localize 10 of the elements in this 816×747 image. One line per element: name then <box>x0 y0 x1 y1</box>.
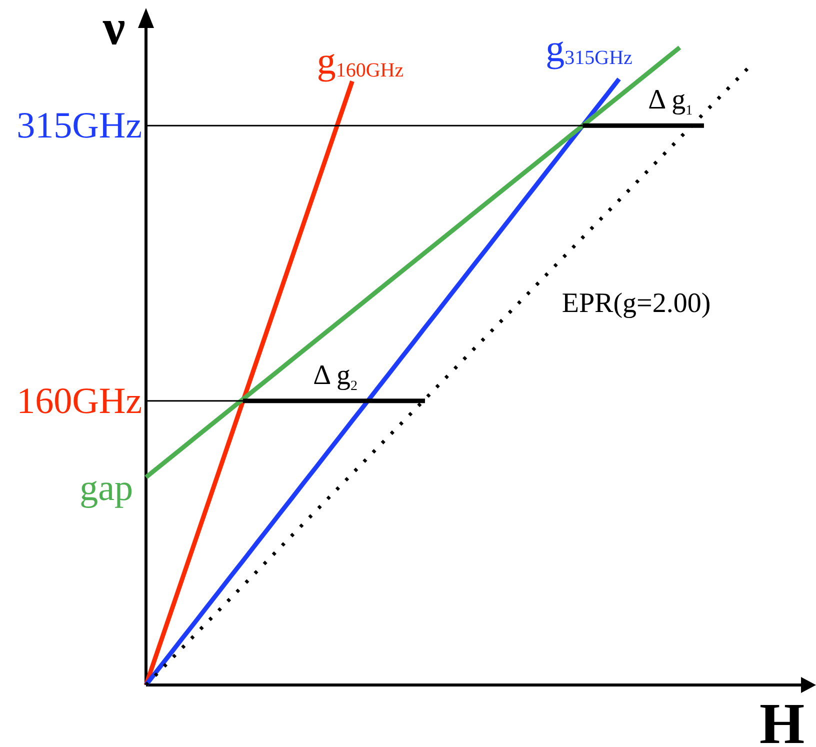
series-label: g$_{160GHz}$ <box>316 40 404 82</box>
y-tick-label: 160GHz <box>16 380 142 422</box>
series-label: gap <box>80 468 133 510</box>
series-label: Δ g$_{2}$ <box>313 360 358 394</box>
y-tick-label: 315GHz <box>16 105 142 146</box>
x-axis-title: H <box>759 691 805 747</box>
y-axis-title: ν <box>102 0 126 55</box>
series-label: EPR(g=2.00) <box>562 288 711 320</box>
series-label: g$_{315GHz}$ <box>546 28 633 70</box>
series-label: Δ g$_{1}$ <box>648 84 693 119</box>
